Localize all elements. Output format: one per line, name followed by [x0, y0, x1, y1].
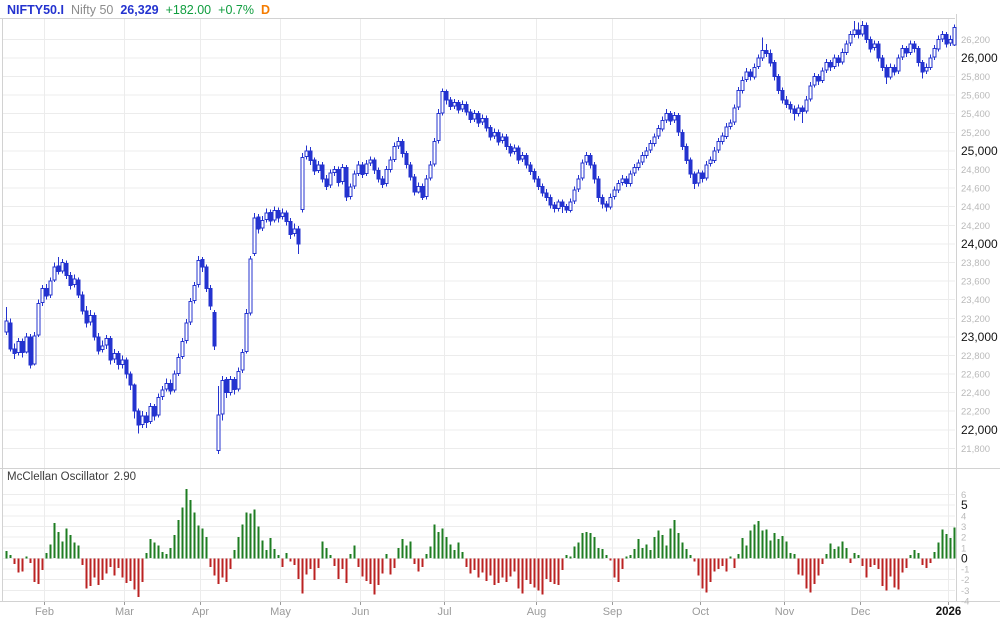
svg-text:24,000: 24,000: [961, 237, 998, 251]
price-change: +182.00: [165, 3, 212, 17]
svg-text:Oct: Oct: [692, 606, 709, 618]
oscillator-series[interactable]: [5, 489, 956, 597]
svg-text:-1: -1: [961, 565, 969, 576]
svg-text:26,200: 26,200: [961, 35, 990, 46]
svg-text:25,400: 25,400: [961, 109, 990, 120]
svg-text:22,800: 22,800: [961, 351, 990, 362]
candlestick-series[interactable]: [4, 21, 957, 454]
symbol-description: Nifty 50: [70, 3, 114, 17]
svg-text:25,000: 25,000: [961, 144, 998, 158]
svg-text:Jun: Jun: [352, 606, 370, 618]
svg-text:-4: -4: [961, 597, 969, 608]
svg-text:4: 4: [961, 511, 966, 522]
svg-text:2026: 2026: [936, 606, 962, 618]
svg-text:22,000: 22,000: [961, 423, 998, 437]
indicator-name[interactable]: McClellan Oscillator: [7, 471, 109, 483]
svg-text:21,800: 21,800: [961, 444, 990, 455]
svg-text:24,200: 24,200: [961, 221, 990, 232]
svg-text:Sep: Sep: [603, 606, 623, 618]
price-change-percent: +0.7%: [218, 3, 254, 17]
svg-text:Mar: Mar: [115, 606, 134, 618]
svg-text:Apr: Apr: [192, 606, 209, 618]
svg-text:5: 5: [961, 498, 968, 512]
svg-text:2: 2: [961, 533, 966, 544]
svg-text:26,000: 26,000: [961, 51, 998, 65]
svg-text:23,600: 23,600: [961, 277, 990, 288]
price-grid: [2, 39, 955, 449]
svg-text:23,800: 23,800: [961, 258, 990, 269]
symbol-name[interactable]: NIFTY50.I: [7, 3, 64, 17]
last-price: 26,329: [120, 3, 159, 17]
svg-text:24,400: 24,400: [961, 202, 990, 213]
interval-badge[interactable]: D: [260, 3, 270, 17]
symbol-header: NIFTY50.I Nifty 50 26,329 +182.00 +0.7% …: [7, 3, 270, 17]
svg-text:23,000: 23,000: [961, 330, 998, 344]
svg-text:23,400: 23,400: [961, 295, 990, 306]
svg-text:25,800: 25,800: [961, 72, 990, 83]
svg-text:0: 0: [961, 551, 968, 565]
time-axis[interactable]: Feb Mar Apr May Jun Jul Aug Sep Oct Nov Dec 2026: [35, 602, 961, 618]
svg-text:25,600: 25,600: [961, 91, 990, 102]
time-grid: [44, 18, 949, 601]
svg-text:Nov: Nov: [775, 606, 795, 618]
svg-text:Jul: Jul: [437, 606, 451, 618]
svg-text:Aug: Aug: [527, 606, 547, 618]
svg-text:23,200: 23,200: [961, 314, 990, 325]
svg-text:22,200: 22,200: [961, 407, 990, 418]
svg-text:Feb: Feb: [35, 606, 54, 618]
price-axis[interactable]: 26,200 26,000 25,800 25,600 25,400 25,200 25,0…: [961, 35, 998, 455]
svg-text:-3: -3: [961, 586, 969, 597]
svg-text:May: May: [270, 606, 291, 618]
indicator-value: 2.90: [113, 471, 136, 483]
svg-text:-2: -2: [961, 575, 969, 586]
svg-text:Dec: Dec: [851, 606, 871, 618]
svg-text:22,400: 22,400: [961, 388, 990, 399]
svg-text:25,200: 25,200: [961, 128, 990, 139]
pane-borders: [0, 14, 1000, 602]
svg-text:1: 1: [961, 543, 966, 554]
svg-text:6: 6: [961, 490, 966, 501]
svg-text:3: 3: [961, 522, 966, 533]
svg-text:22,600: 22,600: [961, 370, 990, 381]
indicator-title: McClellan Oscillator 2.90: [7, 471, 136, 483]
svg-text:24,600: 24,600: [961, 184, 990, 195]
svg-text:24,800: 24,800: [961, 165, 990, 176]
